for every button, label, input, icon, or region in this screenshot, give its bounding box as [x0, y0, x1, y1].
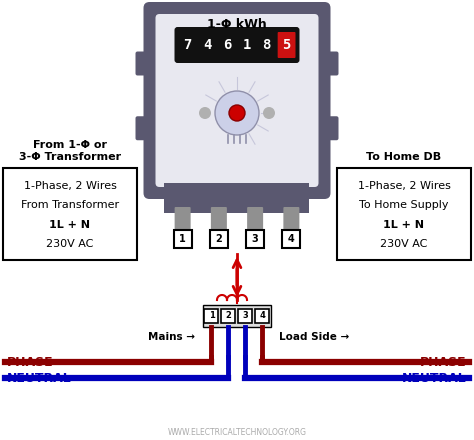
Text: WWW.ELECTRICALTECHNOLOGY.ORG: WWW.ELECTRICALTECHNOLOGY.ORG	[167, 428, 307, 436]
FancyBboxPatch shape	[155, 14, 319, 187]
FancyBboxPatch shape	[174, 207, 191, 231]
Circle shape	[215, 91, 259, 135]
FancyBboxPatch shape	[238, 309, 253, 323]
Circle shape	[263, 107, 275, 119]
Text: To Home Supply: To Home Supply	[359, 200, 449, 210]
Text: From 1-Φ or
3-Φ Transformer: From 1-Φ or 3-Φ Transformer	[19, 140, 121, 162]
Text: 3: 3	[252, 234, 258, 244]
FancyBboxPatch shape	[144, 2, 330, 199]
Text: To Home DB: To Home DB	[366, 152, 442, 162]
Text: 3: 3	[243, 312, 248, 320]
Bar	[198, 300, 276, 352]
FancyBboxPatch shape	[247, 207, 263, 231]
FancyBboxPatch shape	[322, 51, 338, 76]
Text: 8: 8	[263, 38, 271, 52]
Circle shape	[229, 105, 245, 121]
Circle shape	[199, 107, 211, 119]
Text: NEUTRAL: NEUTRAL	[7, 371, 72, 385]
FancyBboxPatch shape	[211, 207, 227, 231]
Text: 4: 4	[288, 234, 295, 244]
Text: 1L + N: 1L + N	[49, 220, 91, 230]
FancyBboxPatch shape	[3, 168, 137, 260]
Text: From Transformer: From Transformer	[21, 200, 119, 210]
Text: 1-Φ kWh: 1-Φ kWh	[207, 18, 267, 30]
FancyBboxPatch shape	[278, 32, 295, 58]
FancyBboxPatch shape	[337, 168, 471, 260]
Text: 7: 7	[183, 38, 191, 52]
FancyBboxPatch shape	[174, 27, 300, 63]
Text: 230V AC: 230V AC	[46, 239, 94, 249]
FancyBboxPatch shape	[136, 116, 152, 140]
Text: NEUTRAL: NEUTRAL	[402, 371, 467, 385]
Text: 2: 2	[226, 312, 231, 320]
FancyBboxPatch shape	[283, 230, 301, 248]
Text: 230V AC: 230V AC	[380, 239, 428, 249]
Text: 2: 2	[216, 234, 222, 244]
FancyBboxPatch shape	[246, 230, 264, 248]
FancyBboxPatch shape	[283, 207, 300, 231]
Text: Mains →: Mains →	[148, 332, 195, 342]
FancyBboxPatch shape	[173, 230, 191, 248]
FancyBboxPatch shape	[136, 51, 152, 76]
Text: 5: 5	[283, 38, 291, 52]
Text: 1-Phase, 2 Wires: 1-Phase, 2 Wires	[357, 181, 450, 191]
FancyBboxPatch shape	[204, 309, 219, 323]
Text: Load Side →: Load Side →	[279, 332, 349, 342]
FancyBboxPatch shape	[221, 309, 236, 323]
Text: 4: 4	[260, 312, 265, 320]
Bar	[164, 183, 310, 213]
Text: 1: 1	[209, 312, 214, 320]
Bar	[203, 305, 271, 327]
Text: 1: 1	[179, 234, 186, 244]
Text: PHASE: PHASE	[420, 356, 467, 368]
Text: 1L + N: 1L + N	[383, 220, 425, 230]
FancyBboxPatch shape	[322, 116, 338, 140]
Text: 1: 1	[243, 38, 251, 52]
FancyBboxPatch shape	[255, 309, 270, 323]
Text: 1-Phase, 2 Wires: 1-Phase, 2 Wires	[24, 181, 117, 191]
FancyBboxPatch shape	[210, 230, 228, 248]
Text: 6: 6	[223, 38, 231, 52]
Text: PHASE: PHASE	[7, 356, 54, 368]
Text: 4: 4	[203, 38, 211, 52]
